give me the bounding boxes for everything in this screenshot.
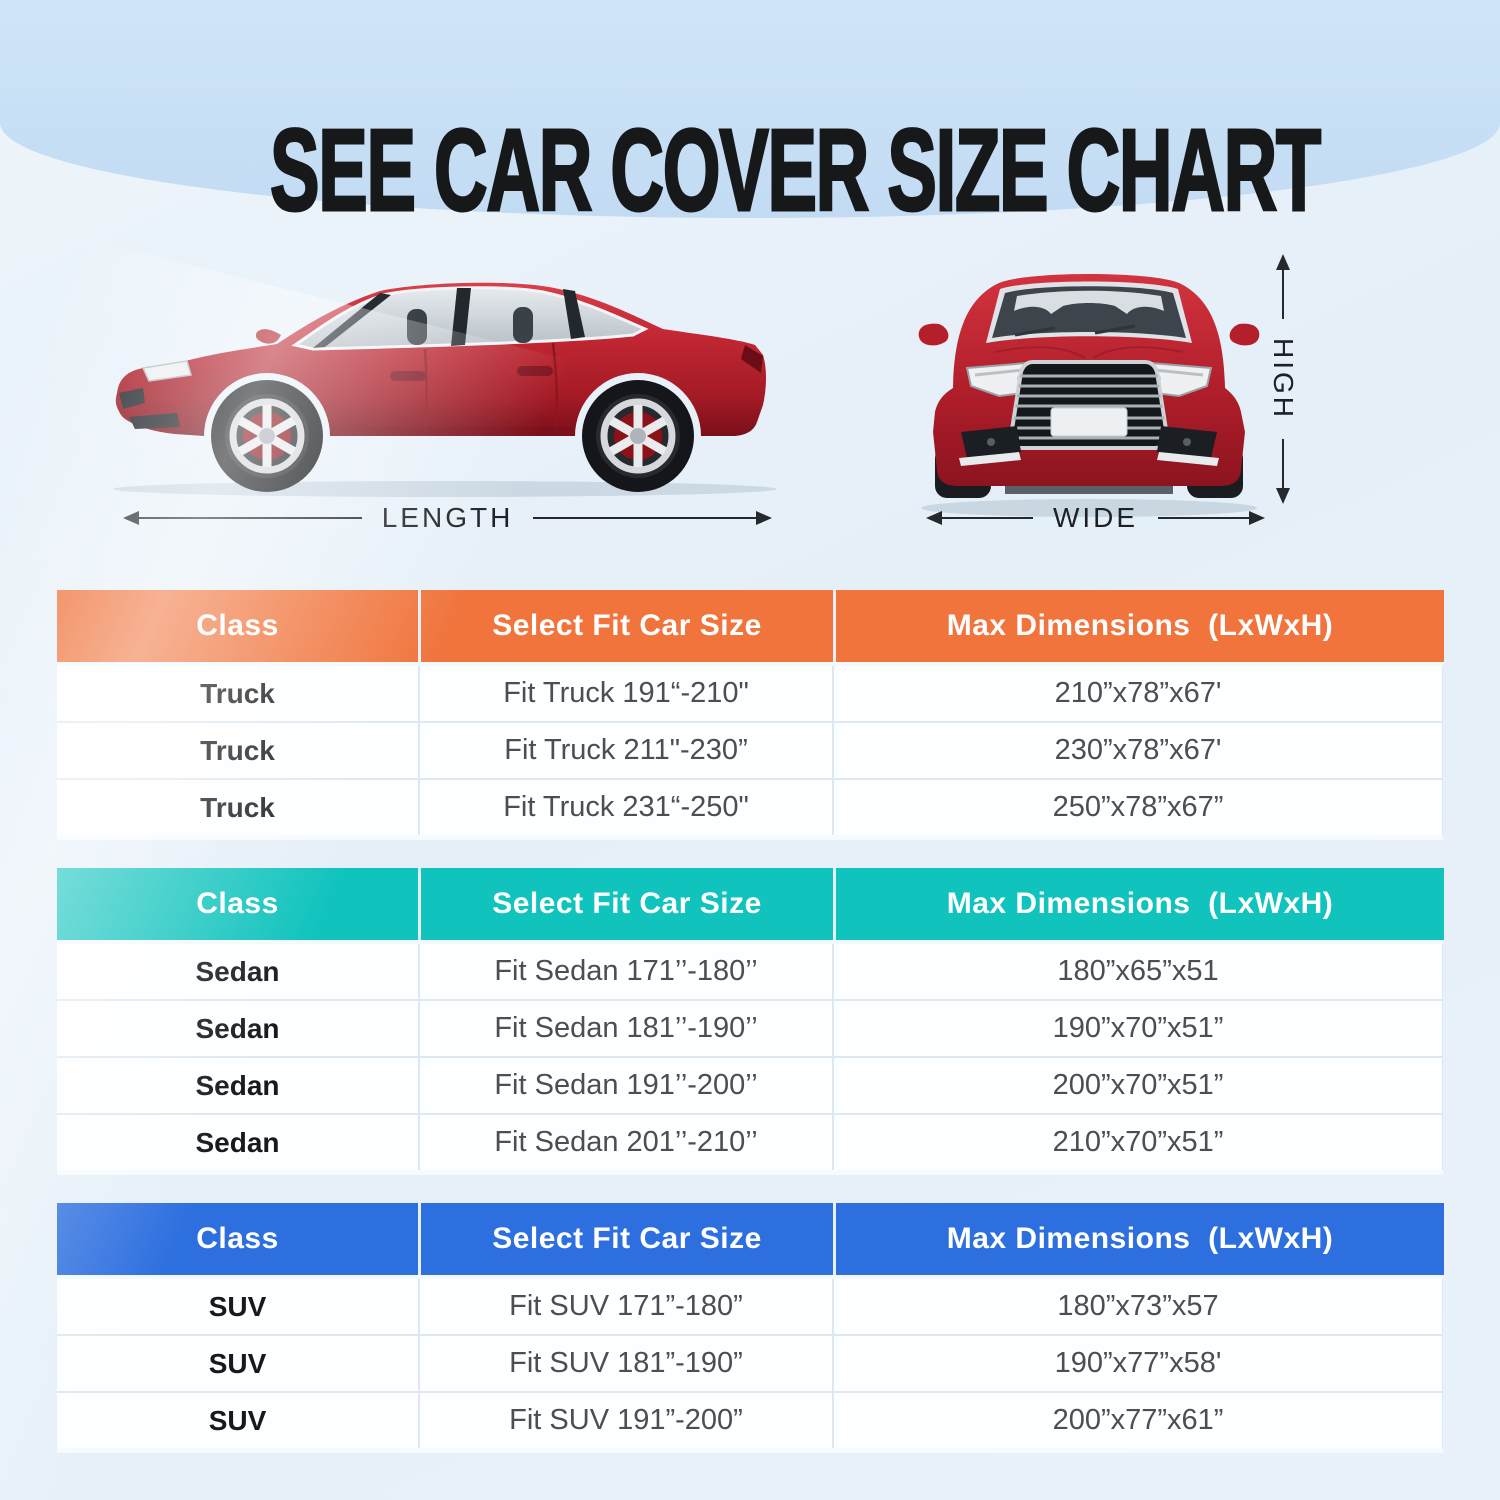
cell-max-dimensions: 200”x70”x51”	[834, 1058, 1442, 1113]
cell-fit-size: Fit Sedan 191’’-200’’	[420, 1058, 832, 1113]
column-header-fit-size: Select Fit Car Size	[421, 590, 833, 662]
cell-class: Sedan	[57, 1115, 418, 1170]
cell-fit-size: Fit Truck 191“-210"	[420, 666, 832, 721]
cell-fit-size: Fit Sedan 171’’-180’’	[420, 944, 832, 999]
size-table-truck: Class Select Fit Car Size Max Dimensions…	[57, 590, 1444, 840]
column-header-dimensions: Max Dimensions (LxWxH)	[836, 868, 1444, 940]
table-body: Sedan Fit Sedan 171’’-180’’ 180”x65”x51 …	[57, 944, 1443, 1175]
cell-fit-size: Fit Truck 211"-230”	[420, 723, 832, 778]
table-row: SUV Fit SUV 171”-180” 180”x73”x57	[57, 1279, 1443, 1334]
column-header-class: Class	[57, 1203, 418, 1275]
table-row: Sedan Fit Sedan 191’’-200’’ 200”x70”x51”	[57, 1058, 1443, 1113]
cell-class: SUV	[57, 1279, 418, 1334]
table-header: Class Select Fit Car Size Max Dimensions…	[57, 868, 1444, 944]
column-header-class: Class	[57, 590, 418, 662]
size-table-suv: Class Select Fit Car Size Max Dimensions…	[57, 1203, 1444, 1453]
cell-fit-size: Fit SUV 171”-180”	[420, 1279, 832, 1334]
front-wheel	[211, 380, 323, 492]
arrow-line-right	[1158, 511, 1265, 525]
arrow-line-top	[1276, 254, 1290, 319]
high-label: HIGH	[1268, 338, 1299, 420]
page-title: SEE CAR COVER SIZE CHART	[269, 104, 1322, 235]
size-table-sedan: Class Select Fit Car Size Max Dimensions…	[57, 868, 1444, 1175]
table-row: Sedan Fit Sedan 181’’-190’’ 190”x70”x51”	[57, 1001, 1443, 1056]
table-row: Sedan Fit Sedan 171’’-180’’ 180”x65”x51	[57, 944, 1443, 999]
wide-dimension-arrow: WIDE	[926, 500, 1265, 536]
table-row: SUV Fit SUV 191”-200” 200”x77”x61”	[57, 1393, 1443, 1448]
header-band	[0, 0, 1500, 218]
car-front-view-illustration	[918, 274, 1260, 517]
table-body: Truck Fit Truck 191“-210" 210”x78”x67' T…	[57, 666, 1443, 840]
cell-max-dimensions: 200”x77”x61”	[834, 1393, 1442, 1448]
wide-label: WIDE	[1052, 502, 1139, 533]
cell-max-dimensions: 180”x65”x51	[834, 944, 1442, 999]
cell-max-dimensions: 210”x70”x51”	[834, 1115, 1442, 1170]
cell-fit-size: Fit Truck 231“-250"	[420, 780, 832, 835]
table-row: SUV Fit SUV 181”-190” 190”x77”x58'	[57, 1336, 1443, 1391]
column-header-fit-size: Select Fit Car Size	[421, 868, 833, 940]
table-header: Class Select Fit Car Size Max Dimensions…	[57, 590, 1444, 666]
cell-class: SUV	[57, 1393, 418, 1448]
cell-class: Truck	[57, 780, 418, 835]
length-label: LENGTH	[381, 502, 514, 533]
table-header: Class Select Fit Car Size Max Dimensions…	[57, 1203, 1444, 1279]
cell-class: Sedan	[57, 944, 418, 999]
cell-fit-size: Fit Sedan 181’’-190’’	[420, 1001, 832, 1056]
cell-fit-size: Fit SUV 191”-200”	[420, 1393, 832, 1448]
car-side-view-illustration	[113, 282, 777, 497]
cell-class: Truck	[57, 666, 418, 721]
column-header-fit-size: Select Fit Car Size	[421, 1203, 833, 1275]
cell-class: SUV	[57, 1336, 418, 1391]
cell-max-dimensions: 180”x73”x57	[834, 1279, 1442, 1334]
rear-wheel	[582, 380, 694, 492]
cell-class: Truck	[57, 723, 418, 778]
arrow-line-bottom	[1276, 439, 1290, 504]
cell-max-dimensions: 190”x77”x58'	[834, 1336, 1442, 1391]
column-header-dimensions: Max Dimensions (LxWxH)	[836, 590, 1444, 662]
arrow-line-left	[926, 511, 1033, 525]
table-body: SUV Fit SUV 171”-180” 180”x73”x57 SUV Fi…	[57, 1279, 1443, 1453]
table-row: Truck Fit Truck 231“-250" 250”x78”x67”	[57, 780, 1443, 835]
column-header-dimensions: Max Dimensions (LxWxH)	[836, 1203, 1444, 1275]
measurement-diagram: LENGTH WIDE HIGH	[0, 0, 1500, 560]
column-header-class: Class	[57, 868, 418, 940]
table-row: Truck Fit Truck 191“-210" 210”x78”x67'	[57, 666, 1443, 721]
cell-max-dimensions: 230”x78”x67'	[834, 723, 1442, 778]
table-row: Truck Fit Truck 211"-230” 230”x78”x67'	[57, 723, 1443, 778]
cell-class: Sedan	[57, 1001, 418, 1056]
cell-max-dimensions: 250”x78”x67”	[834, 780, 1442, 835]
length-dimension-arrow: LENGTH	[123, 500, 772, 536]
high-dimension-arrow: HIGH	[1259, 254, 1307, 504]
cell-max-dimensions: 190”x70”x51”	[834, 1001, 1442, 1056]
table-row: Sedan Fit Sedan 201’’-210’’ 210”x70”x51”	[57, 1115, 1443, 1170]
cell-fit-size: Fit SUV 181”-190”	[420, 1336, 832, 1391]
cell-max-dimensions: 210”x78”x67'	[834, 666, 1442, 721]
arrow-line-right	[533, 511, 772, 525]
arrow-line-left	[123, 511, 362, 525]
cell-class: Sedan	[57, 1058, 418, 1113]
cell-fit-size: Fit Sedan 201’’-210’’	[420, 1115, 832, 1170]
